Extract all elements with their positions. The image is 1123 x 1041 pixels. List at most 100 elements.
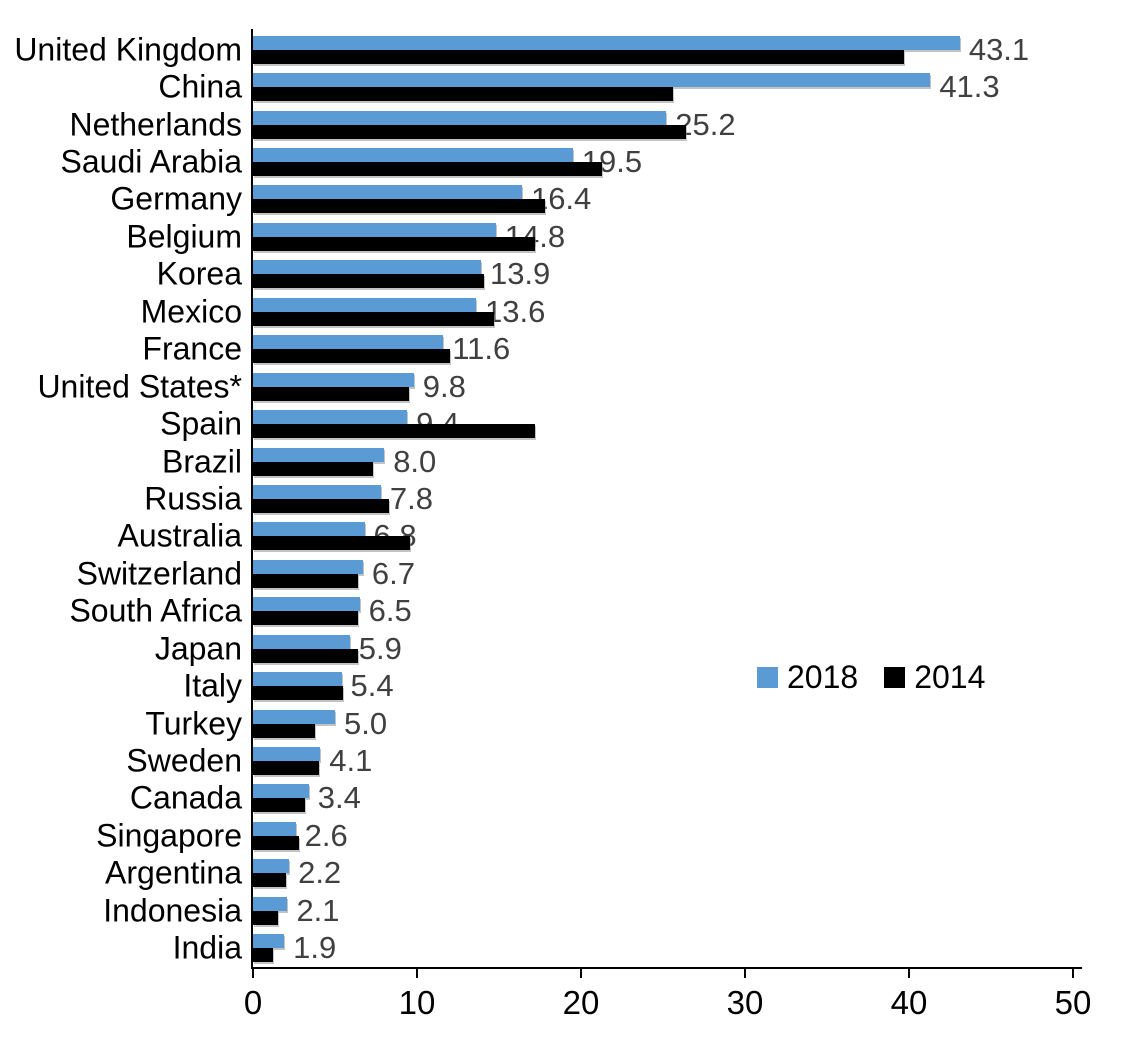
category-label: Japan	[154, 630, 242, 667]
bar-2018	[253, 335, 444, 350]
bar-2018	[253, 484, 381, 499]
bar-2014	[253, 498, 390, 513]
value-label: 7.8	[389, 480, 434, 516]
category-label: Mexico	[140, 293, 242, 330]
category-label: Saudi Arabia	[60, 143, 242, 180]
bar-2014	[253, 948, 273, 963]
bar-2018	[253, 447, 385, 462]
bar-2014	[253, 424, 536, 439]
x-tick-mark	[744, 969, 746, 978]
chart-row: South Africa 6.5	[69, 593, 1073, 630]
x-tick-mark	[908, 969, 910, 978]
plot-area: United Kingdom 43.1 China 41.3 Netherlands 25…	[14, 31, 1073, 967]
x-tick-mark	[580, 969, 582, 978]
chart-row: Switzerland 6.7	[77, 555, 1073, 592]
chart-row: France 11.6	[142, 331, 1073, 368]
bar-2014	[253, 686, 344, 701]
bar-2014	[253, 124, 686, 139]
bar-2018	[253, 672, 342, 687]
legend-entry-2014: 2014	[884, 659, 985, 696]
bar-2014	[253, 274, 485, 289]
category-label: Indonesia	[103, 892, 242, 929]
bar-2014	[253, 761, 319, 776]
bar-2014	[253, 311, 495, 326]
bar-2018	[253, 784, 309, 799]
value-label: 9.8	[422, 368, 466, 404]
bar-2014	[253, 648, 358, 663]
chart-row: Brazil 8.0	[162, 443, 1073, 480]
category-label: India	[172, 929, 242, 966]
category-label: Switzerland	[76, 555, 242, 592]
bar-2014	[253, 536, 411, 551]
value-label: 4.1	[329, 743, 373, 779]
x-tick-label: 30	[726, 984, 764, 1021]
category-label: Argentina	[105, 854, 242, 891]
value-label: 43.1	[968, 31, 1030, 67]
bar-2018	[253, 859, 290, 874]
bar-2018	[253, 35, 960, 50]
value-label: 5.9	[358, 630, 402, 666]
chart-row: Japan 5.9	[155, 630, 1073, 667]
bar-2018	[253, 222, 496, 237]
x-tick-mark	[1072, 969, 1074, 978]
bar-2014	[253, 573, 358, 588]
bar-2018	[253, 709, 335, 724]
bar-2018	[253, 634, 350, 649]
bar-2014	[253, 798, 306, 813]
bar-2018	[253, 597, 360, 612]
x-tick-mark	[416, 969, 418, 978]
category-label: South Africa	[69, 592, 242, 629]
chart-row: Germany 16.4	[110, 181, 1073, 218]
bar-2018	[253, 559, 363, 574]
chart-row: India 1.9	[173, 930, 1073, 967]
category-label: Singapore	[96, 817, 242, 854]
bar-2014	[253, 910, 278, 925]
x-axis-line	[251, 967, 1082, 969]
bar-2018	[253, 821, 296, 836]
value-label: 2.1	[296, 892, 340, 928]
bar-2014	[253, 386, 409, 401]
chart-row: Indonesia 2.1	[103, 892, 1073, 929]
value-label: 6.7	[371, 555, 415, 591]
bar-2014	[253, 236, 536, 251]
bar-2018	[253, 747, 321, 762]
bar-2014	[253, 349, 450, 364]
value-label: 5.0	[344, 705, 388, 741]
chart-row: Belgium14.8	[126, 218, 1073, 255]
value-label: 6.5	[368, 593, 412, 629]
category-label: Sweden	[126, 742, 242, 779]
bar-2018	[253, 260, 481, 275]
chart-row: Argentina 2.2	[105, 855, 1073, 892]
legend-swatch-2018-icon	[757, 667, 778, 688]
x-tick-label: 40	[890, 984, 928, 1021]
bar-2014	[253, 87, 673, 102]
chart-row: United States* 9.8	[37, 368, 1073, 405]
legend-label-2014: 2014	[914, 659, 986, 695]
category-label: Germany	[110, 180, 242, 217]
chart-row: Spain9.4	[160, 405, 1073, 442]
bar-2014	[253, 199, 545, 214]
bar-2018	[253, 934, 285, 949]
chart-row: Russia 7.8	[144, 480, 1073, 517]
legend-entry-2018: 2018	[757, 659, 858, 696]
value-label: 2.2	[298, 855, 342, 891]
chart-row: Canada 3.4	[130, 780, 1073, 817]
bar-2014	[253, 873, 286, 888]
x-tick-label: 10	[398, 984, 436, 1021]
bar-2014	[253, 835, 299, 850]
category-label: China	[158, 68, 242, 105]
chart-row: Turkey 5.0	[145, 705, 1073, 742]
category-label: Netherlands	[69, 106, 242, 143]
chart-row: Saudi Arabia 19.5	[61, 143, 1073, 180]
legend-swatch-2014-icon	[884, 667, 906, 688]
value-label: 41.3	[939, 69, 1000, 105]
value-label: 8.0	[393, 443, 437, 479]
value-label: 13.6	[485, 293, 546, 329]
x-tick-label: 50	[1054, 984, 1092, 1021]
bar-2018	[253, 297, 477, 312]
chart-row: Netherlands 25.2	[69, 106, 1073, 143]
bar-2018	[253, 522, 365, 537]
value-label: 5.4	[350, 668, 394, 704]
category-label: Turkey	[145, 705, 242, 742]
